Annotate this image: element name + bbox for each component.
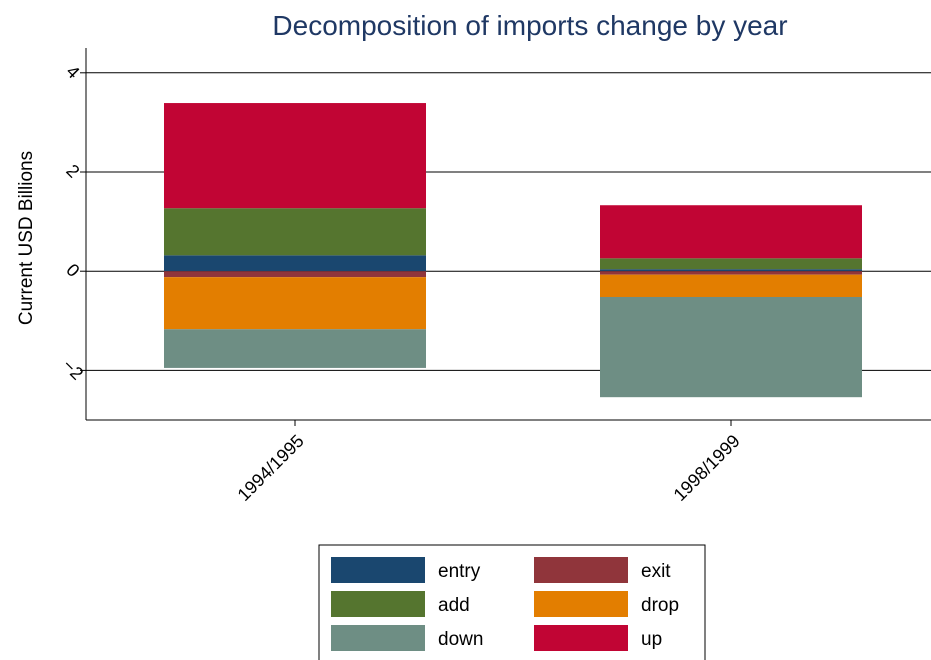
bar-segment-up <box>600 205 862 259</box>
x-tick-label: 1998/1999 <box>670 431 744 505</box>
legend-label-up: up <box>641 629 662 650</box>
legend-label-entry: entry <box>438 561 481 582</box>
x-tick-labels: 1994/1995 1998/1999 <box>234 431 744 505</box>
y-tick-label: 4 <box>62 61 83 82</box>
legend-label-add: add <box>438 595 470 616</box>
bar-segment-drop <box>600 274 862 297</box>
legend-label-exit: exit <box>641 561 671 582</box>
y-tick-label: 2 <box>62 161 83 182</box>
bar-segment-entry <box>164 255 426 272</box>
y-tick-label: 0 <box>62 260 83 281</box>
chart-title: Decomposition of imports change by year <box>272 10 787 41</box>
legend-label-down: down <box>438 629 483 650</box>
bar-segment-add <box>600 258 862 270</box>
x-tick-label: 1994/1995 <box>234 431 308 505</box>
y-tick-label: −2 <box>59 355 88 384</box>
bar-segment-exit <box>600 271 862 275</box>
bar-segment-drop <box>164 277 426 330</box>
legend-swatch-up <box>534 625 628 651</box>
axes <box>80 48 931 426</box>
bar-segment-down <box>600 296 862 398</box>
legend-swatch-down <box>331 625 425 651</box>
legend-swatch-entry <box>331 557 425 583</box>
bar-segment-down <box>164 329 426 368</box>
y-axis-label: Current USD Billions <box>16 151 37 325</box>
bar-segment-add <box>164 208 426 256</box>
bar-segment-exit <box>164 271 426 278</box>
y-tick-labels: −2 0 2 4 <box>59 61 88 384</box>
legend-swatch-drop <box>534 591 628 617</box>
bar-segment-up <box>164 103 426 209</box>
legend-swatch-add <box>331 591 425 617</box>
bars <box>164 103 862 398</box>
bar-segment-entry <box>600 269 862 272</box>
legend-swatch-exit <box>534 557 628 583</box>
legend: entry exit add drop down up <box>318 544 706 660</box>
legend-label-drop: drop <box>641 595 679 616</box>
